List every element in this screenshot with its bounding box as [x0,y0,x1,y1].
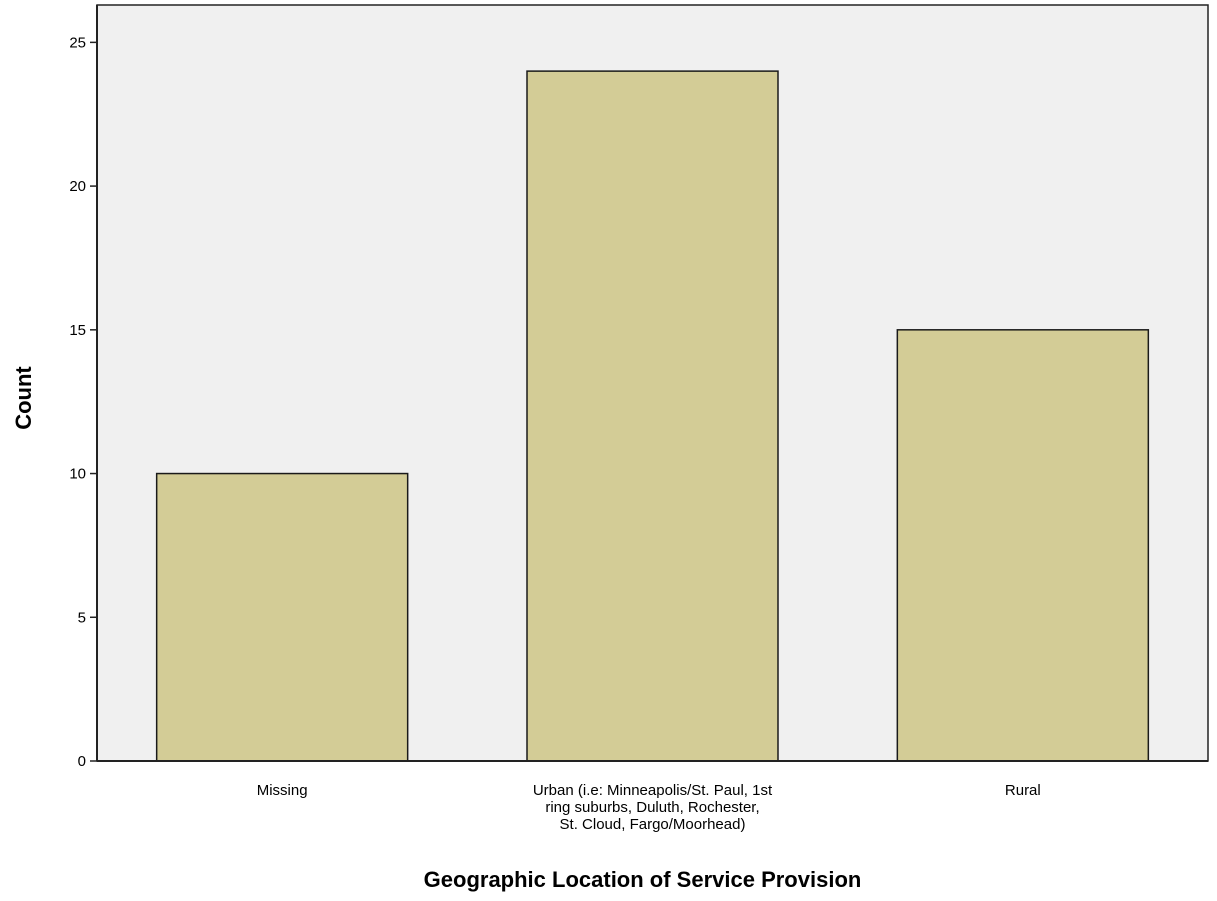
x-category-label: Urban (i.e: Minneapolis/St. Paul, 1st rin… [533,782,773,833]
x-category-label-line: St. Cloud, Fargo/Moorhead) [560,816,746,833]
y-tick-label: 10 [69,466,86,483]
y-tick-label: 5 [78,609,86,626]
x-axis-category-labels: Missing Urban (i.e: Minneapolis/St. Paul,… [257,782,1041,833]
bar [526,70,779,762]
y-axis-title: Count [11,366,36,430]
bar [896,329,1150,762]
y-tick-label: 20 [69,178,86,195]
x-category-label: Missing [257,782,308,799]
x-axis-title: Geographic Location of Service Provision [424,867,862,892]
y-tick-label: 0 [78,753,86,770]
x-category-label-line: Rural [1005,782,1041,799]
x-category-label-line: Missing [257,782,308,799]
bars [155,70,1150,762]
y-axis-ticks: 0 5 10 15 20 25 [69,34,97,770]
x-category-label: Rural [1005,782,1041,799]
y-tick-label: 25 [69,34,86,51]
x-category-label-line: ring suburbs, Duluth, Rochester, [545,799,759,816]
bar [155,472,409,762]
y-tick-label: 15 [69,322,86,339]
x-category-label-line: Urban (i.e: Minneapolis/St. Paul, 1st [533,782,773,799]
